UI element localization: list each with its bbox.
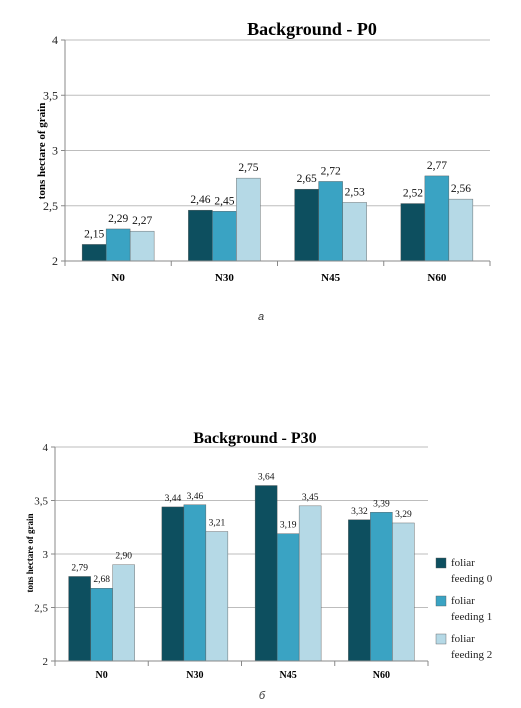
x-tick-label: N0 <box>111 272 125 284</box>
y-tick-label: 4 <box>52 33 58 47</box>
bar <box>236 177 261 262</box>
chart-p0: Background - P0 tons hectare of grain 2,… <box>36 19 491 323</box>
data-labels: 2,79 2,68 2,90 3,44 3,46 3,21 3,64 3,19 3,45 3,32… <box>71 473 412 586</box>
data-label: 2,53 <box>345 186 365 198</box>
legend-swatch <box>435 633 447 645</box>
data-label: 3,64 <box>258 473 275 483</box>
data-label: 2,52 <box>403 188 423 200</box>
bar <box>254 485 278 662</box>
legend-swatch <box>435 595 447 607</box>
bar <box>348 519 371 662</box>
bar <box>318 181 343 262</box>
data-label: 3,46 <box>187 492 204 502</box>
y-tick-label: 3 <box>52 144 58 158</box>
chart-title: Background - P30 <box>193 430 316 447</box>
data-label: 2,75 <box>238 162 258 174</box>
chart-title: Background - P0 <box>247 19 377 39</box>
data-label: 2,79 <box>71 563 88 573</box>
data-label: 2,77 <box>427 160 447 172</box>
y-tick-label: 2,5 <box>43 199 58 213</box>
data-label: 2,15 <box>84 228 104 240</box>
x-tick-label: N30 <box>215 272 234 284</box>
bar <box>205 531 229 662</box>
bar <box>342 202 367 262</box>
y-tick-label: 2,5 <box>34 603 48 615</box>
data-label: 3,32 <box>351 507 368 517</box>
bar <box>129 230 155 262</box>
x-tick-label: N60 <box>427 272 446 284</box>
data-label: 2,27 <box>132 215 152 227</box>
y-tick-label: 3,5 <box>43 88 58 102</box>
bars <box>68 485 415 662</box>
legend-label: foliar feeding 2 <box>451 633 492 661</box>
bar <box>298 505 322 662</box>
data-label: 2,90 <box>115 552 132 562</box>
bar <box>161 506 185 662</box>
bar <box>183 504 207 662</box>
x-tick-label: N30 <box>186 670 203 681</box>
chart-p30: Background - P30 tons hectare of grain 2… <box>25 430 493 702</box>
bar <box>212 211 237 262</box>
data-label: 3,45 <box>302 493 319 503</box>
y-axis-label: tons hectare of grain <box>36 103 48 200</box>
y-tick-label: 2 <box>52 254 58 268</box>
bar <box>392 522 415 662</box>
legend-label: foliar feeding 1 <box>451 595 492 623</box>
data-label: 3,44 <box>165 494 182 504</box>
x-tick-label: N0 <box>96 670 108 681</box>
y-tick-label: 4 <box>43 442 49 454</box>
data-label: 3,39 <box>373 499 390 509</box>
data-label: 3,21 <box>209 519 226 529</box>
panel-label: б <box>259 690 266 702</box>
bars <box>81 175 474 262</box>
data-label: 3,29 <box>395 510 412 520</box>
x-tick-label: N45 <box>321 272 340 284</box>
legend-label: foliar feeding 0 <box>451 557 493 585</box>
legend: foliar feeding 0 foliar feeding 1 foliar feed… <box>435 557 493 661</box>
bar <box>424 175 450 262</box>
data-label: 2,46 <box>190 194 210 206</box>
data-label: 2,68 <box>93 575 110 585</box>
data-label: 2,56 <box>451 183 471 195</box>
bar <box>294 188 319 262</box>
y-tick-label: 3,5 <box>34 496 48 508</box>
data-labels: 2,15 2,29 2,27 2,46 2,45 2,75 2,65 2,72 2,53 2,52… <box>84 160 471 241</box>
axes: 2 2,5 3 3,5 4 N0 N30 N45 N60 <box>34 442 429 681</box>
bar <box>112 564 135 662</box>
bar <box>105 228 131 262</box>
data-label: 2,45 <box>214 195 234 207</box>
legend-swatch <box>435 557 447 569</box>
bar <box>188 209 213 262</box>
y-tick-label: 2 <box>43 656 49 668</box>
data-label: 2,72 <box>321 165 341 177</box>
y-tick-label: 3 <box>43 549 49 561</box>
y-axis-label: tons hectare of grain <box>25 513 35 592</box>
bar <box>370 512 393 662</box>
data-label: 3,19 <box>280 521 297 531</box>
bar <box>81 244 107 262</box>
bar <box>90 588 113 662</box>
bar <box>68 576 91 662</box>
x-tick-label: N45 <box>280 670 297 681</box>
data-label: 2,65 <box>297 173 317 185</box>
bar <box>448 198 474 262</box>
data-label: 2,29 <box>108 213 128 225</box>
bar <box>276 533 300 662</box>
panel-label: a <box>258 311 264 323</box>
x-tick-label: N60 <box>373 670 390 681</box>
bar <box>400 203 426 262</box>
